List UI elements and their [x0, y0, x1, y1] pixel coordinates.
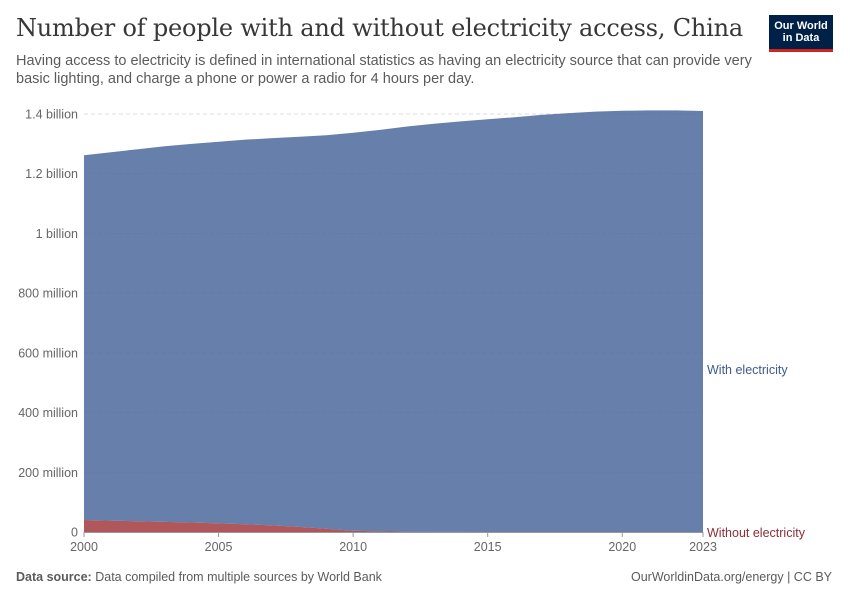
data-source: Data source: Data compiled from multiple… — [16, 570, 382, 584]
footer-link[interactable]: OurWorldinData.org/energy | CC BY — [630, 570, 832, 584]
y-tick-label: 1.4 billion — [25, 108, 78, 122]
series-label-with-electricity: With electricity — [707, 363, 788, 377]
x-tick-label: 2020 — [608, 540, 636, 554]
chart-area: 0 200 million 400 million 600 million 800 mi… — [18, 108, 806, 555]
y-tick-label: 600 million — [18, 346, 78, 360]
y-tick-label: 400 million — [18, 406, 78, 420]
area-without-electricity[interactable] — [84, 520, 703, 532]
y-tick-label: 1.2 billion — [25, 167, 78, 181]
logo-line-2: in Data — [782, 32, 820, 44]
logo-line-1: Our World — [774, 20, 828, 32]
x-tick-label: 2000 — [70, 540, 98, 554]
chart-title: Number of people with and without electr… — [16, 14, 743, 42]
owid-logo[interactable]: Our World in Data — [769, 15, 833, 52]
data-source-label: Data source: — [16, 570, 92, 584]
y-axis-ticks: 0 200 million 400 million 600 million 800 mi… — [18, 108, 78, 540]
x-tick-label: 2023 — [689, 540, 717, 554]
x-tick-label: 2010 — [339, 540, 367, 554]
chart-subtitle: Having access to electricity is defined … — [16, 53, 752, 87]
series-labels: With electricity Without electricity — [707, 363, 806, 540]
y-tick-label: 1 billion — [36, 227, 78, 241]
x-axis: 2000 2005 2010 2015 2020 2023 — [70, 532, 717, 554]
data-source-text: Data compiled from multiple sources by W… — [95, 570, 382, 584]
y-tick-label: 200 million — [18, 466, 78, 480]
series-areas — [84, 110, 703, 533]
series-label-without-electricity: Without electricity — [707, 526, 806, 540]
area-with-electricity[interactable] — [84, 110, 703, 533]
x-tick-label: 2015 — [474, 540, 502, 554]
y-tick-label: 0 — [71, 526, 78, 540]
y-tick-label: 800 million — [18, 287, 78, 301]
x-tick-label: 2005 — [205, 540, 233, 554]
